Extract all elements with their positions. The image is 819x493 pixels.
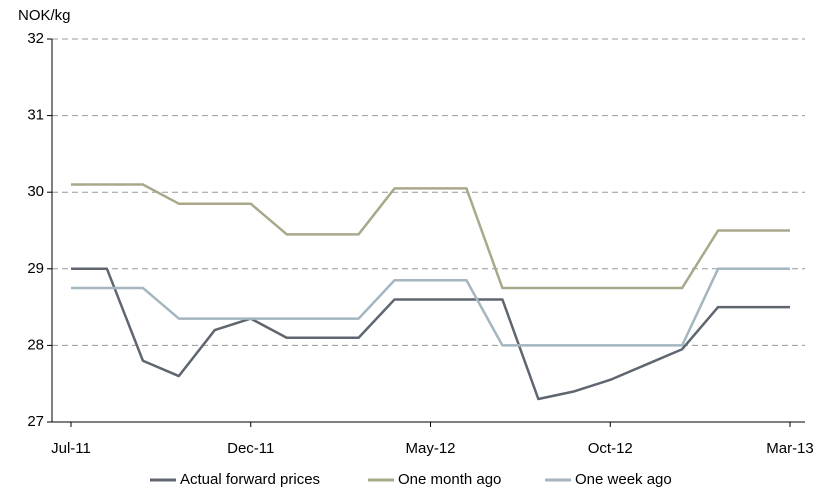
x-tick-label: Jul-11 xyxy=(51,440,91,457)
x-tick-label: Dec-11 xyxy=(227,440,274,457)
x-tick-label: May-12 xyxy=(405,440,455,457)
legend-label: Actual forward prices xyxy=(180,471,320,488)
y-tick-label: 27 xyxy=(27,413,44,430)
series-line xyxy=(71,267,790,347)
x-tick-label: Oct-12 xyxy=(588,440,633,457)
legend-label: One month ago xyxy=(398,471,501,488)
y-tick-label: 29 xyxy=(27,260,44,277)
y-tick-label: 28 xyxy=(27,336,44,353)
y-tick-label: 30 xyxy=(27,183,44,200)
series-line xyxy=(71,183,790,290)
legend-label: One week ago xyxy=(575,471,672,488)
x-tick-label: Mar-13 xyxy=(766,440,814,457)
y-axis-label: NOK/kg xyxy=(18,7,71,24)
series-line xyxy=(71,267,790,401)
y-tick-label: 32 xyxy=(27,30,44,47)
y-tick-label: 31 xyxy=(27,107,44,124)
